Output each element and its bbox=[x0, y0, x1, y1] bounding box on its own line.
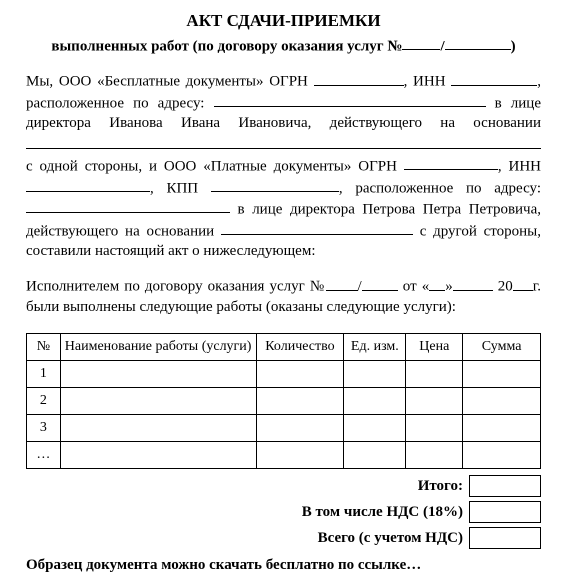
text: Мы, ООО «Бесплатные документы» ОГРН bbox=[26, 74, 314, 90]
table-row: 3 bbox=[27, 415, 541, 442]
total-row-nds: В том числе НДС (18%) bbox=[26, 501, 541, 523]
cell-price bbox=[406, 415, 463, 442]
blank-basis1 bbox=[26, 134, 541, 149]
blank-month bbox=[453, 275, 493, 290]
cell-price bbox=[406, 388, 463, 415]
blank-ogrn1 bbox=[314, 70, 404, 85]
cell-qty bbox=[256, 361, 344, 388]
blank-address1 bbox=[214, 92, 486, 107]
cell-unit bbox=[344, 361, 406, 388]
label-nds: В том числе НДС (18%) bbox=[302, 502, 469, 522]
blank-contract-num2 bbox=[445, 35, 511, 50]
cell-sum bbox=[463, 361, 541, 388]
cell-qty bbox=[256, 415, 344, 442]
th-sum: Сумма bbox=[463, 334, 541, 361]
blank-address2 bbox=[26, 198, 230, 213]
cell-sum bbox=[463, 388, 541, 415]
label-vsego: Всего (с учетом НДС) bbox=[318, 528, 469, 548]
cell-unit bbox=[344, 442, 406, 469]
text: » bbox=[445, 279, 453, 295]
cell-name bbox=[60, 361, 256, 388]
body-paragraph-2: Исполнителем по договору оказания услуг … bbox=[26, 275, 541, 317]
cell-sum bbox=[463, 442, 541, 469]
blank-year bbox=[513, 275, 533, 290]
blank-day bbox=[429, 275, 445, 290]
totals-block: Итого: В том числе НДС (18%) Всего (с уч… bbox=[26, 475, 541, 549]
text: с другой bbox=[413, 223, 477, 239]
box-vsego bbox=[469, 527, 541, 549]
text: в лице директора Петрова Петра bbox=[230, 201, 461, 217]
cell-price bbox=[406, 361, 463, 388]
text: , ИНН bbox=[498, 158, 541, 174]
th-qty: Количество bbox=[256, 334, 344, 361]
cell-price bbox=[406, 442, 463, 469]
th-num: № bbox=[27, 334, 61, 361]
cell-num: 1 bbox=[27, 361, 61, 388]
text: , расположенное по адресу: bbox=[339, 180, 541, 196]
table-row: 2 bbox=[27, 388, 541, 415]
text: Исполнителем по договору оказания услуг … bbox=[26, 279, 326, 295]
cell-qty bbox=[256, 442, 344, 469]
blank-ogrn2 bbox=[404, 155, 498, 170]
footer-note: Образец документа можно скачать бесплатн… bbox=[26, 555, 541, 575]
document-page: АКТ СДАЧИ-ПРИЕМКИ выполненных работ (по … bbox=[0, 0, 567, 516]
text: расположенное по адресу: bbox=[26, 95, 214, 111]
blank-kpp bbox=[211, 177, 339, 192]
box-itogo bbox=[469, 475, 541, 497]
th-unit: Ед. изм. bbox=[344, 334, 406, 361]
cell-name bbox=[60, 415, 256, 442]
box-nds bbox=[469, 501, 541, 523]
blank-num1 bbox=[326, 275, 358, 290]
table-header-row: № Наименование работы (услуги) Количеств… bbox=[27, 334, 541, 361]
text: в лице bbox=[486, 95, 541, 111]
label-itogo: Итого: bbox=[418, 476, 469, 496]
text: г. bbox=[533, 279, 541, 295]
cell-num: 3 bbox=[27, 415, 61, 442]
text: директора Иванова Ивана Ивановича, дейст… bbox=[26, 115, 541, 131]
doc-title: АКТ СДАЧИ-ПРИЕМКИ bbox=[26, 10, 541, 33]
table-row: 1 bbox=[27, 361, 541, 388]
text: 20 bbox=[493, 279, 513, 295]
cell-name bbox=[60, 442, 256, 469]
cell-qty bbox=[256, 388, 344, 415]
cell-sum bbox=[463, 415, 541, 442]
works-table: № Наименование работы (услуги) Количеств… bbox=[26, 333, 541, 469]
body-paragraph-1: Мы, ООО «Бесплатные документы» ОГРН , ИН… bbox=[26, 70, 541, 261]
text: , ИНН bbox=[404, 74, 452, 90]
text: , bbox=[537, 74, 541, 90]
text: с одной стороны, и ООО «Платные документ… bbox=[26, 158, 404, 174]
blank-inn2 bbox=[26, 177, 150, 192]
blank-basis2 bbox=[221, 220, 413, 235]
doc-subtitle: выполненных работ (по договору оказания … bbox=[26, 35, 541, 57]
cell-unit bbox=[344, 388, 406, 415]
th-price: Цена bbox=[406, 334, 463, 361]
blank-inn1 bbox=[451, 70, 537, 85]
cell-unit bbox=[344, 415, 406, 442]
table-row: … bbox=[27, 442, 541, 469]
subtitle-suffix: ) bbox=[511, 38, 516, 54]
blank-num2 bbox=[362, 275, 398, 290]
blank-contract-num1 bbox=[402, 35, 440, 50]
text: были выполнены следующие работы (оказаны… bbox=[26, 299, 456, 315]
cell-name bbox=[60, 388, 256, 415]
cell-num: … bbox=[27, 442, 61, 469]
text: от « bbox=[398, 279, 430, 295]
text: , КПП bbox=[150, 180, 211, 196]
cell-num: 2 bbox=[27, 388, 61, 415]
total-row-vsego: Всего (с учетом НДС) bbox=[26, 527, 541, 549]
th-name: Наименование работы (услуги) bbox=[60, 334, 256, 361]
total-row-itogo: Итого: bbox=[26, 475, 541, 497]
subtitle-prefix: выполненных работ (по договору оказания … bbox=[51, 38, 402, 54]
